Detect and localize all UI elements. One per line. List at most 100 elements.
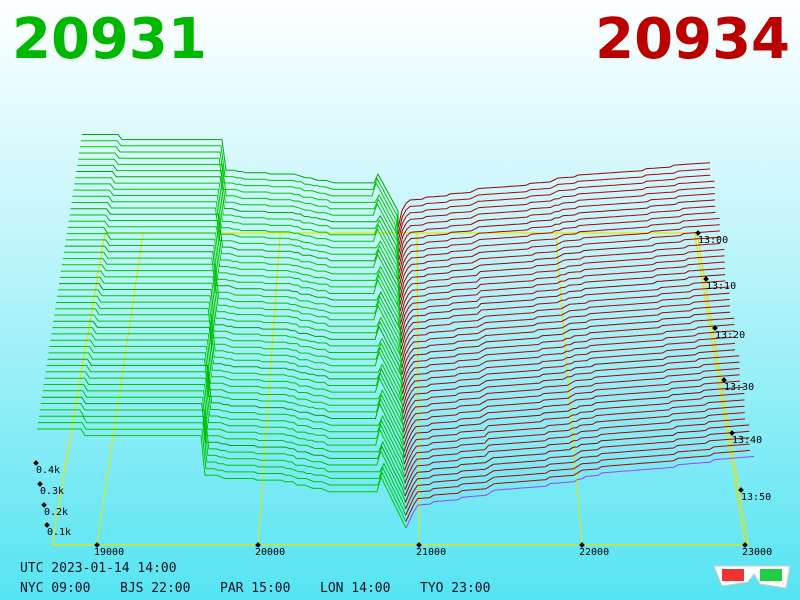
time-label: 13:00	[698, 235, 728, 246]
bid-depth-line	[56, 302, 404, 401]
tick-dot	[712, 325, 718, 331]
bid-depth-line	[43, 384, 406, 484]
bid-depth-line	[55, 308, 404, 407]
ask-depth-line	[399, 217, 720, 286]
ask-depth-line	[399, 224, 720, 292]
volume-label: 0.1k	[47, 527, 71, 538]
bid-depth-line	[52, 327, 404, 427]
bid-depth-line	[78, 158, 400, 254]
bid-depth-line	[74, 183, 400, 280]
bid-price: 20931	[12, 7, 207, 72]
bid-depth-line	[63, 251, 402, 350]
bid-depth-line	[69, 214, 401, 312]
bid-depth-line	[45, 371, 405, 471]
ask-depth-line	[404, 424, 750, 497]
bid-depth-line	[68, 220, 401, 318]
utc-time: UTC 2023-01-14 14:00	[20, 561, 177, 576]
bid-depth-line	[38, 415, 407, 516]
ask-depth-line	[405, 437, 750, 510]
bid-depth-line	[64, 245, 402, 343]
ask-depth-line	[402, 330, 735, 401]
bid-depth-line	[72, 195, 401, 292]
zone-time: TYO 23:00	[420, 581, 490, 596]
bid-depth-line	[75, 177, 400, 273]
ask-depth-line	[399, 236, 721, 305]
ask-depth-line	[401, 305, 730, 375]
ask-depth-line	[398, 180, 715, 248]
bid-depth-line	[47, 358, 405, 458]
bid-depth-line	[51, 333, 404, 433]
tick-dot	[729, 430, 735, 436]
bid-depth-line	[59, 283, 403, 382]
ask-depth-line	[401, 292, 730, 363]
zone-time: NYC 09:00	[20, 581, 90, 596]
zone-time: LON 14:00	[320, 581, 390, 596]
ask-depth-line	[403, 374, 740, 446]
ask-depth-line	[398, 199, 716, 267]
time-label: 13:40	[732, 435, 762, 446]
bid-depth-line	[81, 140, 399, 235]
ask-depth-line	[397, 168, 711, 235]
bid-depth-line	[57, 295, 403, 395]
tick-dot	[416, 542, 422, 548]
bid-depth-line	[79, 152, 399, 248]
ask-depth-line	[402, 336, 735, 407]
ask-depth-line	[400, 280, 726, 350]
bid-depth-line	[41, 396, 406, 497]
depth-layers: 0.4k 0.3k 0.2k 0.1k 13:00 13:10 13:20 13:30 13:4…	[33, 134, 771, 538]
tick-dot	[255, 542, 261, 548]
price-grid-line	[555, 232, 583, 546]
volume-label: 0.3k	[40, 486, 64, 497]
bid-depth-line	[38, 422, 407, 522]
ask-depth-line	[400, 267, 725, 337]
ask-depth-line	[400, 274, 726, 344]
bid-depth-line	[66, 233, 402, 331]
ask-depth-line	[401, 311, 731, 382]
tick-dot	[695, 230, 701, 236]
ask-depth-line	[398, 211, 716, 280]
ask-depth-line	[405, 449, 750, 522]
bid-depth-line	[39, 409, 406, 510]
ask-depth-line	[401, 317, 735, 388]
bid-depth-line	[48, 352, 405, 452]
bid-depth-line	[76, 171, 400, 267]
ask-depth-line	[403, 386, 745, 458]
bid-depth-line	[50, 339, 405, 439]
bid-depth-line	[67, 226, 402, 324]
bid-depth-line	[46, 365, 405, 465]
ask-depth-line	[399, 230, 720, 299]
tick-dot	[579, 542, 585, 548]
ask-price: 20934	[595, 7, 790, 72]
ask-depth-line	[405, 443, 750, 516]
price-label: 23000	[742, 547, 772, 558]
ask-depth-line	[399, 249, 725, 318]
bid-depth-line	[37, 428, 407, 529]
ask-depth-line	[398, 205, 716, 273]
zone-time: PAR 15:00	[220, 581, 290, 596]
ask-depth-line	[401, 299, 730, 369]
bid-depth-line	[58, 289, 403, 388]
ask-depth-line	[404, 418, 746, 490]
ask-depth-line	[403, 368, 740, 439]
glasses-icon	[713, 565, 791, 589]
bid-depth-line	[60, 270, 403, 369]
ask-depth-line	[400, 255, 725, 324]
price-label: 20000	[255, 547, 285, 558]
bid-depth-line	[80, 146, 399, 241]
bid-depth-line	[70, 208, 401, 305]
tick-dot	[738, 487, 744, 493]
ask-depth-line	[404, 405, 745, 478]
time-label: 13:10	[706, 281, 736, 292]
zone-time: BJS 22:00	[120, 581, 190, 596]
ask-depth-line	[405, 456, 755, 529]
bid-depth-line	[53, 320, 404, 420]
ask-depth-line	[398, 186, 715, 254]
price-grid-line	[96, 232, 144, 546]
ask-depth-line	[397, 174, 711, 241]
price-grid-line	[257, 232, 281, 546]
ask-depth-line	[402, 361, 740, 433]
bid-depth-line	[71, 202, 401, 299]
price-label: 21000	[416, 547, 446, 558]
ask-depth-line	[397, 162, 711, 229]
bid-depth-line	[61, 264, 403, 363]
